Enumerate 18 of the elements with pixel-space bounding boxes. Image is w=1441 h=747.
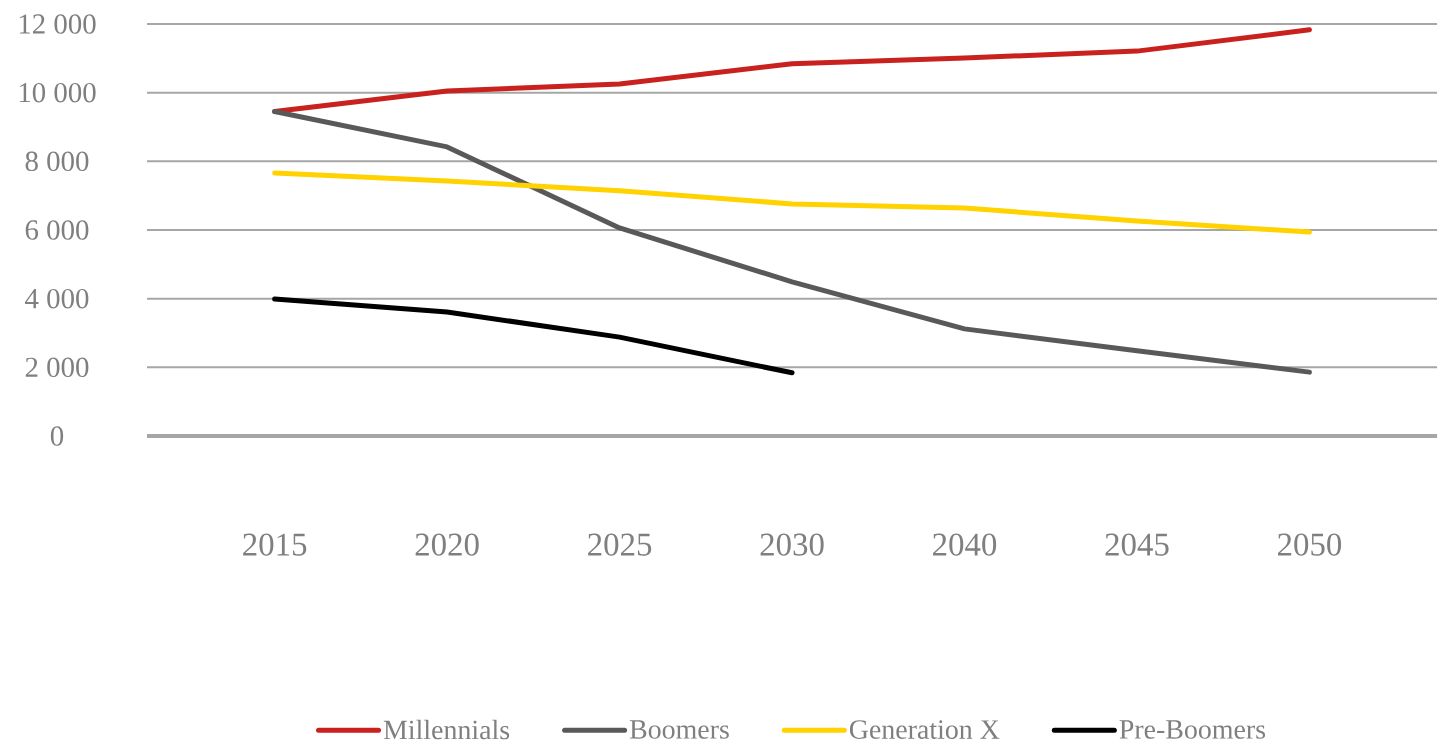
x-tick-label: 2050 bbox=[1278, 533, 1342, 556]
y-tick-label: 8 000 bbox=[25, 151, 89, 172]
x-tick-label: 2040 bbox=[933, 533, 997, 556]
legend-label: Boomers bbox=[629, 720, 729, 739]
x-tick-label: 2015 bbox=[243, 533, 307, 556]
x-tick-label: 2020 bbox=[415, 533, 479, 556]
x-tick-label: 2025 bbox=[588, 533, 652, 556]
y-tick-label: 4 000 bbox=[25, 288, 89, 309]
legend-label: Millennials bbox=[383, 719, 510, 740]
y-tick-label: 10 000 bbox=[19, 82, 96, 103]
y-tick-label: 6 000 bbox=[25, 220, 89, 240]
y-tick-label: 0 bbox=[50, 426, 64, 446]
legend-label: Generation X bbox=[849, 720, 1000, 739]
y-tick-label: 2 000 bbox=[25, 357, 89, 378]
y-tick-label: 12 000 bbox=[19, 14, 96, 34]
x-tick-label: 2045 bbox=[1105, 533, 1169, 556]
x-tick-label: 2030 bbox=[760, 533, 824, 556]
legend-label: Pre-Boomers bbox=[1119, 720, 1266, 739]
